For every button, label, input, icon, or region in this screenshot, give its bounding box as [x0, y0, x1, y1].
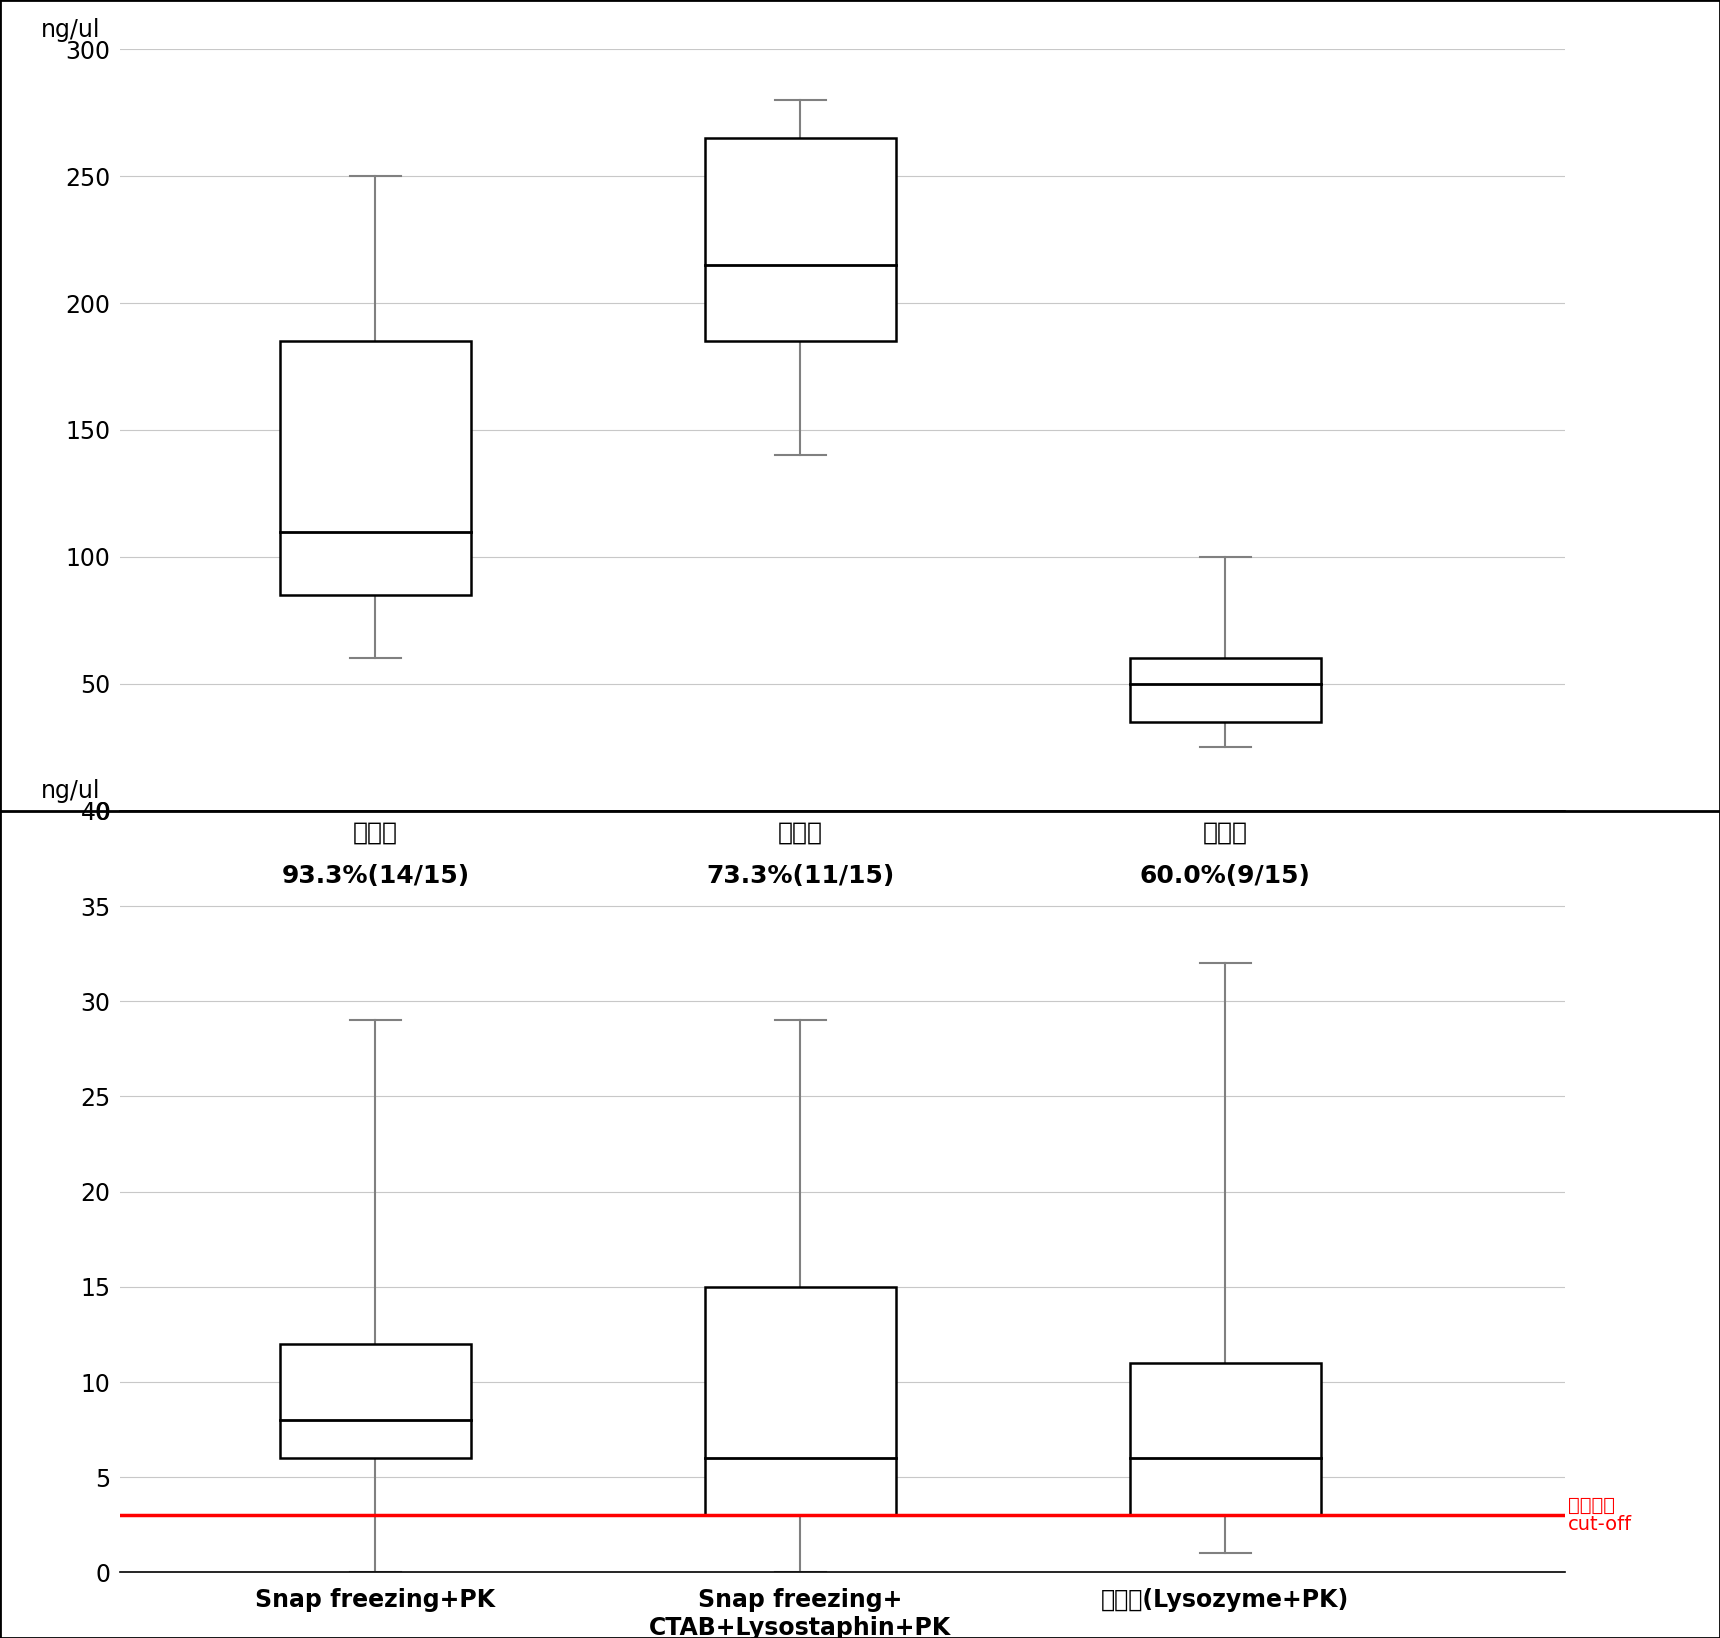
Bar [705, 1287, 896, 1515]
Text: 60.0%(9/15): 60.0%(9/15) [1140, 865, 1311, 888]
Bar [280, 1343, 471, 1458]
Bar [1130, 658, 1321, 722]
Text: 73.3%(11/15): 73.3%(11/15) [707, 865, 894, 888]
Text: cut-off: cut-off [1569, 1515, 1632, 1535]
Text: 진단가능: 진단가능 [1569, 1497, 1615, 1515]
Text: 93.3%(14/15): 93.3%(14/15) [282, 865, 470, 888]
Text: 민감도: 민감도 [777, 821, 822, 844]
Bar [280, 341, 471, 595]
Text: ng/ul: ng/ul [41, 780, 100, 803]
Text: 민감도: 민감도 [1202, 821, 1247, 844]
Bar [1130, 1363, 1321, 1515]
Bar [705, 138, 896, 341]
Text: ng/ul: ng/ul [41, 18, 100, 41]
Text: 민감도: 민감도 [353, 821, 397, 844]
